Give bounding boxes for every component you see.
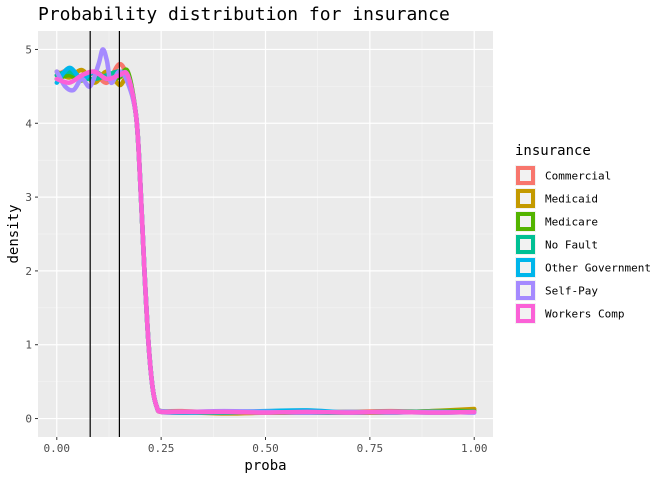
chart-title: Probability distribution for insurance [38,4,450,25]
series-layer [54,47,477,416]
legend: insurance Commercial Medicaid Medicare No F… [515,143,651,324]
x-tick-label: 0.00 [44,442,71,455]
y-tick-label: 2 [25,265,32,278]
legend-items: Commercial Medicaid Medicare No Fault Other … [515,165,651,324]
y-axis-title: density [6,204,22,263]
x-tick-label: 1.00 [461,442,488,455]
legend-title: insurance [515,143,591,159]
legend-label-self-pay: Self-Pay [545,285,598,298]
legend-key-self-pay [516,281,535,300]
legend-key-other-government [516,258,535,277]
legend-key-commercial [516,166,535,185]
grid-major [38,31,493,437]
legend-label-workers-comp: Workers Comp [545,308,624,321]
legend-label-medicaid: Medicaid [545,193,598,206]
x-tick-label: 0.75 [357,442,384,455]
y-tick-label: 5 [25,43,32,56]
vline-layer [89,31,120,437]
legend-label-other-government: Other Government [545,262,651,275]
legend-key-no-fault [516,235,535,254]
legend-label-medicare: Medicare [545,216,598,229]
y-axis-ticks: 0 1 2 3 4 5 [25,43,38,426]
series-line-workers-comp [54,69,477,415]
y-tick-label: 3 [25,191,32,204]
legend-key-medicaid [516,189,535,208]
x-axis-title: proba [244,458,286,474]
legend-label-no-fault: No Fault [545,239,598,252]
y-tick-label: 1 [25,339,32,352]
legend-key-medicare [516,212,535,231]
y-tick-label: 0 [25,413,32,426]
x-tick-label: 0.25 [148,442,175,455]
legend-label-commercial: Commercial [545,170,611,183]
x-tick-label: 0.50 [252,442,279,455]
legend-key-workers-comp [516,304,535,323]
x-axis-ticks: 0.00 0.25 0.50 0.75 1.00 [44,437,488,455]
y-tick-label: 4 [25,117,32,130]
